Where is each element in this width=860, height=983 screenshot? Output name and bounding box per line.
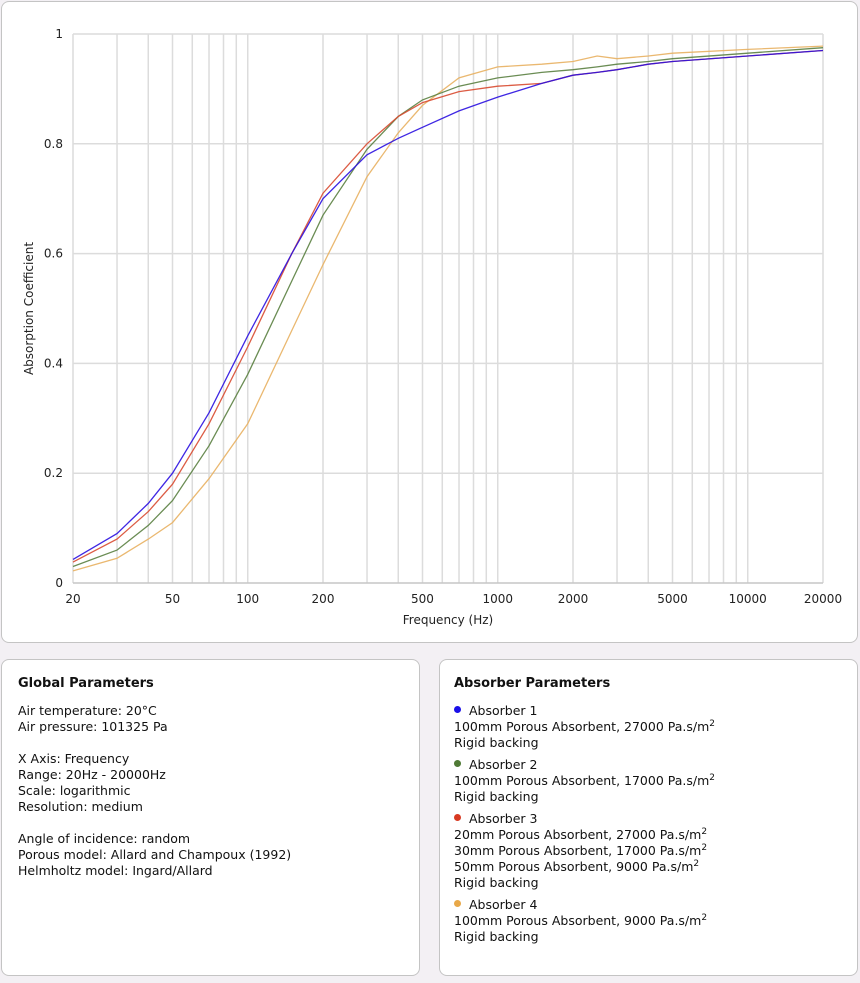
- global-parameter-line: Resolution: medium: [18, 799, 143, 814]
- absorber-name: Absorber 2: [454, 757, 843, 773]
- legend-dot-icon: [454, 814, 461, 821]
- global-parameter-line: Angle of incidence: random: [18, 831, 191, 846]
- chart-panel: 0 0.2 0.4 0.6 0.8 1 20 50 100 200 500 1000 2000 5000 1…: [1, 1, 858, 643]
- absorber-layer: 20mm Porous Absorbent, 27000 Pa.s/m2: [454, 826, 708, 842]
- absorber-item: Absorber 3 20mm Porous Absorbent, 27000 P…: [454, 811, 843, 891]
- absorber-name: Absorber 4: [454, 897, 843, 913]
- y-tick-label: 0.4: [44, 356, 63, 370]
- absorber-layer: 50mm Porous Absorbent, 9000 Pa.s/m2: [454, 858, 700, 874]
- global-parameter-line: Porous model: Allard and Champoux (1992): [18, 847, 292, 862]
- global-parameters-title: Global Parameters: [18, 676, 154, 691]
- x-tick-label: 10000: [729, 592, 767, 606]
- global-parameter-line: Air temperature: 20°C: [18, 703, 157, 718]
- absorber-name: Absorber 3: [454, 811, 843, 827]
- absorber-backing: Rigid backing: [454, 875, 539, 890]
- absorber-item: Absorber 2 100mm Porous Absorbent, 17000 …: [454, 757, 843, 805]
- absorber-label: Absorber 2: [469, 757, 538, 772]
- absorption-chart: 0 0.2 0.4 0.6 0.8 1 20 50 100 200 500 1000 2000 5000 1…: [22, 27, 842, 627]
- y-axis-label: Absorption Coefficient: [22, 242, 36, 375]
- x-tick-label: 20000: [804, 592, 842, 606]
- series-line-absorber-2: [72, 47, 824, 568]
- x-tick-label: 200: [312, 592, 335, 606]
- absorber-parameters-title: Absorber Parameters: [454, 676, 611, 691]
- x-tick-label: 500: [411, 592, 434, 606]
- legend-dot-icon: [454, 900, 461, 907]
- absorber-parameters-panel: Absorber Parameters Absorber 1 100mm Poro…: [439, 659, 858, 976]
- absorber-item: Absorber 4 100mm Porous Absorbent, 9000 P…: [454, 897, 843, 945]
- absorber-label: Absorber 3: [469, 811, 538, 826]
- x-tick-label: 20: [65, 592, 80, 606]
- absorber-label: Absorber 4: [469, 897, 538, 912]
- legend-dot-icon: [454, 706, 461, 713]
- x-tick-label: 2000: [558, 592, 589, 606]
- y-tick-label: 0.6: [44, 247, 63, 261]
- legend-dot-icon: [454, 760, 461, 767]
- y-tick-label: 0: [55, 576, 63, 590]
- spacer: [18, 815, 403, 831]
- x-tick-label: 1000: [482, 592, 513, 606]
- global-parameter-line: X Axis: Frequency: [18, 751, 130, 766]
- global-parameter-line: Helmholtz model: Ingard/Allard: [18, 863, 213, 878]
- x-axis-label: Frequency (Hz): [403, 613, 494, 627]
- x-tick-label: 5000: [657, 592, 688, 606]
- absorber-backing: Rigid backing: [454, 789, 539, 804]
- global-parameter-line: Air pressure: 101325 Pa: [18, 719, 168, 734]
- series-line-absorber-3: [72, 49, 824, 563]
- global-parameters-list: Air temperature: 20°C Air pressure: 10132…: [18, 703, 403, 879]
- absorber-item: Absorber 1 100mm Porous Absorbent, 27000 …: [454, 703, 843, 751]
- absorber-list: Absorber 1 100mm Porous Absorbent, 27000 …: [454, 703, 843, 945]
- x-tick-label: 100: [236, 592, 259, 606]
- absorber-layer: 100mm Porous Absorbent, 9000 Pa.s/m2: [454, 912, 708, 928]
- series-line-absorber-1: [72, 49, 824, 560]
- absorber-layer: 100mm Porous Absorbent, 17000 Pa.s/m2: [454, 772, 716, 788]
- absorber-label: Absorber 1: [469, 703, 538, 718]
- global-parameter-line: Scale: logarithmic: [18, 783, 131, 798]
- series-line-absorber-4: [72, 45, 824, 572]
- global-parameter-line: Range: 20Hz - 20000Hz: [18, 767, 166, 782]
- absorber-backing: Rigid backing: [454, 735, 539, 750]
- global-parameters-panel: Global Parameters Air temperature: 20°C A…: [1, 659, 420, 976]
- spacer: [18, 735, 403, 751]
- absorber-name: Absorber 1: [454, 703, 843, 719]
- y-tick-label: 0.8: [44, 137, 63, 151]
- absorber-layer: 100mm Porous Absorbent, 27000 Pa.s/m2: [454, 718, 716, 734]
- y-tick-label: 0.2: [44, 466, 63, 480]
- absorber-layer: 30mm Porous Absorbent, 17000 Pa.s/m2: [454, 842, 708, 858]
- y-tick-label: 1: [55, 27, 63, 41]
- x-tick-label: 50: [165, 592, 180, 606]
- absorber-backing: Rigid backing: [454, 929, 539, 944]
